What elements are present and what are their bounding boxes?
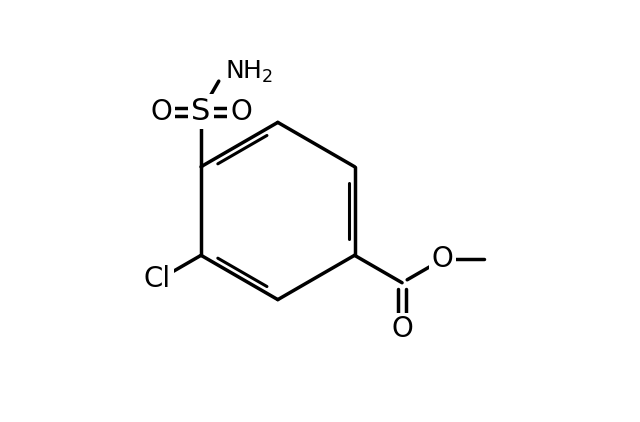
Text: O: O: [431, 246, 453, 273]
Text: O: O: [230, 98, 252, 126]
Text: O: O: [391, 315, 413, 344]
Text: Cl: Cl: [144, 265, 171, 292]
Text: O: O: [150, 98, 172, 126]
Text: S: S: [191, 97, 211, 126]
Text: NH$_2$: NH$_2$: [225, 59, 273, 85]
